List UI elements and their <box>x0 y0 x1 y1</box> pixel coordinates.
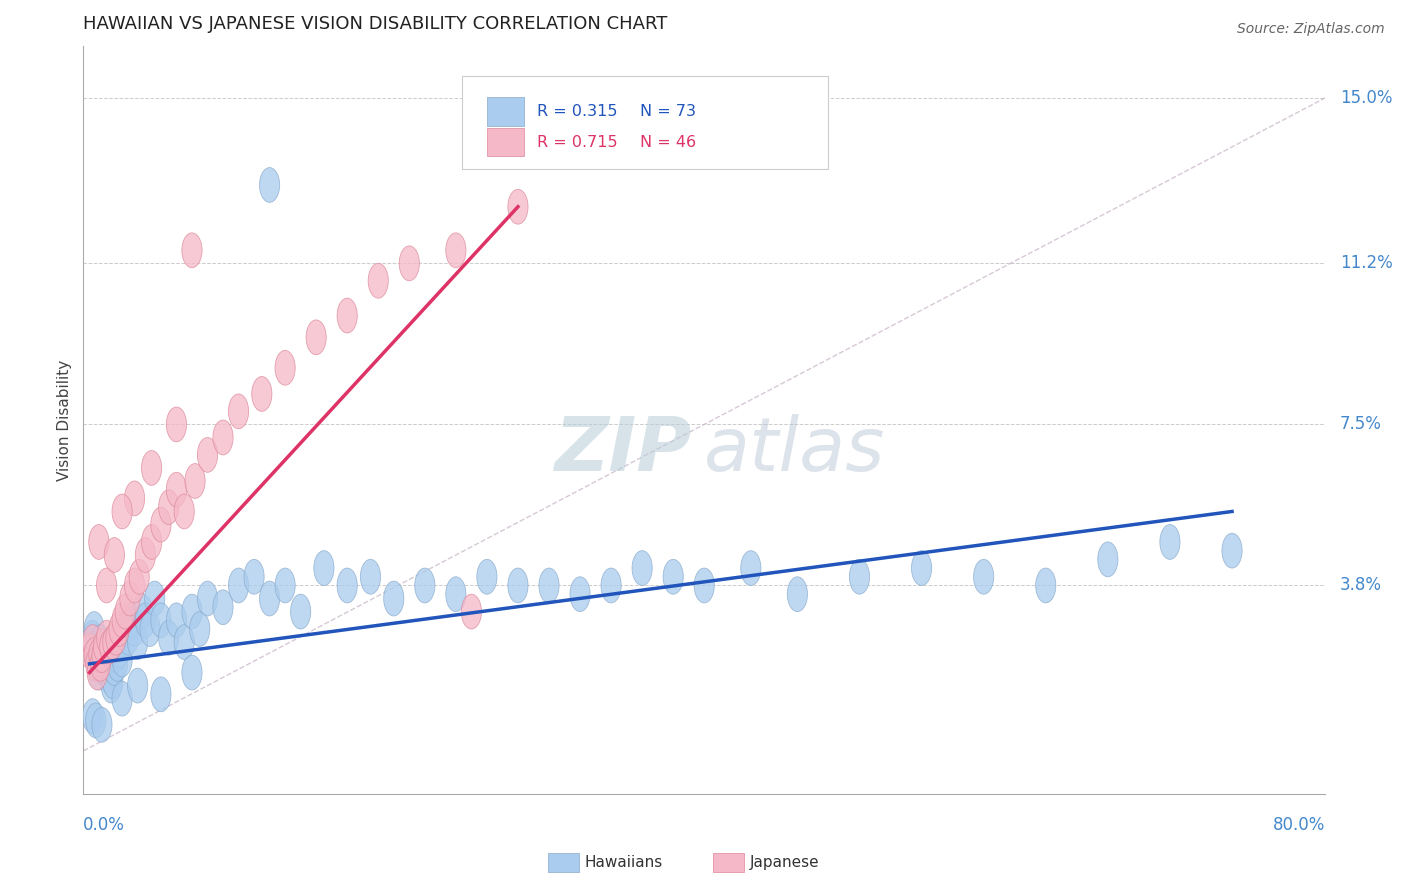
Bar <box>486 128 524 156</box>
Text: 3.8%: 3.8% <box>1340 576 1382 594</box>
Y-axis label: Vision Disability: Vision Disability <box>58 359 72 481</box>
Text: 80.0%: 80.0% <box>1272 816 1326 834</box>
Bar <box>486 97 524 126</box>
Text: HAWAIIAN VS JAPANESE VISION DISABILITY CORRELATION CHART: HAWAIIAN VS JAPANESE VISION DISABILITY C… <box>83 15 668 33</box>
Text: R = 0.715: R = 0.715 <box>537 135 617 150</box>
Text: ZIP: ZIP <box>554 414 692 486</box>
Text: Japanese: Japanese <box>749 855 820 870</box>
Text: N = 46: N = 46 <box>640 135 696 150</box>
Text: 11.2%: 11.2% <box>1340 254 1393 272</box>
Text: R = 0.315: R = 0.315 <box>537 104 617 119</box>
Text: Source: ZipAtlas.com: Source: ZipAtlas.com <box>1237 22 1385 37</box>
Text: 7.5%: 7.5% <box>1340 416 1382 434</box>
Text: 0.0%: 0.0% <box>83 816 125 834</box>
FancyBboxPatch shape <box>463 76 828 169</box>
Text: N = 73: N = 73 <box>640 104 696 119</box>
Text: 15.0%: 15.0% <box>1340 89 1392 107</box>
Text: Hawaiians: Hawaiians <box>585 855 664 870</box>
Text: atlas: atlas <box>704 414 886 486</box>
